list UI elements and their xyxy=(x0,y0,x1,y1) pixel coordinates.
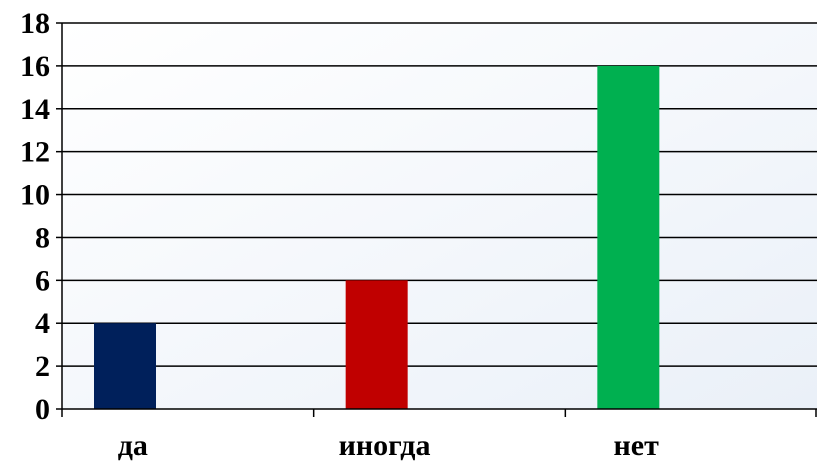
y-tick-label: 16 xyxy=(20,50,50,83)
y-tick-label: 6 xyxy=(35,264,50,297)
y-tick-label: 10 xyxy=(20,179,50,212)
x-tick-label: да xyxy=(118,429,148,462)
y-tick-label: 12 xyxy=(20,136,50,169)
bar-3 xyxy=(597,65,660,409)
y-tick-label: 4 xyxy=(35,307,50,340)
y-tick-label: 14 xyxy=(20,93,50,126)
x-tick-label: нет xyxy=(613,429,659,462)
y-tick-label: 8 xyxy=(35,221,50,254)
y-tick-label: 18 xyxy=(20,7,50,40)
bar-2 xyxy=(345,280,408,409)
y-tick-label: 2 xyxy=(35,350,50,383)
plot-area xyxy=(62,23,817,409)
y-tick-label: 0 xyxy=(35,393,50,426)
y-tick-labels: 0 2 4 6 8 10 12 14 16 18 xyxy=(20,7,50,426)
axes xyxy=(56,22,817,417)
bar-1 xyxy=(94,323,156,409)
gridlines xyxy=(62,22,817,367)
x-tick-labels: да иногда нет xyxy=(118,429,659,462)
x-tick-label: иногда xyxy=(339,429,431,462)
bars xyxy=(94,65,660,409)
